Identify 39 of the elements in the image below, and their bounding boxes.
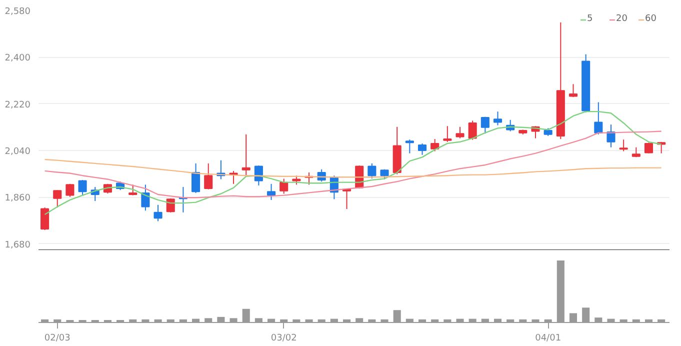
candlestick — [242, 134, 250, 176]
y-tick-label: 1,680 — [4, 240, 31, 250]
candlestick — [619, 139, 628, 152]
y-tick-label: 2,040 — [4, 146, 31, 157]
candlestick — [78, 180, 87, 196]
candlestick — [568, 84, 578, 98]
legend-label: 5 — [587, 14, 594, 24]
candlestick — [266, 183, 276, 200]
candlestick — [66, 183, 74, 198]
candlestick — [418, 142, 427, 156]
y-tick-label: 2,580 — [4, 7, 31, 17]
candlestick — [480, 116, 490, 134]
candlestick — [254, 164, 263, 186]
candlestick — [192, 162, 200, 194]
candlestick — [405, 139, 414, 154]
candlestick — [292, 175, 301, 186]
x-tick-label: 02/03 — [44, 334, 70, 344]
candlestick — [53, 190, 62, 208]
y-tick-label: 2,220 — [4, 100, 31, 110]
candlestick — [443, 126, 452, 142]
candlestick — [154, 204, 162, 222]
candlestick — [40, 206, 50, 231]
y-tick-label: 1,860 — [4, 194, 31, 204]
legend-label: 20 — [616, 14, 628, 24]
y-tick-label: 2,400 — [4, 54, 31, 64]
candlestick — [644, 142, 654, 154]
candlestick — [594, 102, 603, 135]
legend-label: 60 — [645, 14, 658, 24]
candlestick — [493, 111, 502, 126]
candlestick — [430, 138, 440, 152]
x-tick-label: 03/02 — [270, 334, 297, 344]
candlestick — [468, 120, 477, 140]
candlestick — [204, 162, 213, 190]
candlestick — [280, 178, 288, 194]
candlestick — [368, 162, 376, 179]
x-tick-label: 04/01 — [535, 334, 562, 344]
candlestick — [141, 184, 150, 212]
candlestick — [456, 126, 464, 139]
candlestick — [128, 184, 138, 196]
